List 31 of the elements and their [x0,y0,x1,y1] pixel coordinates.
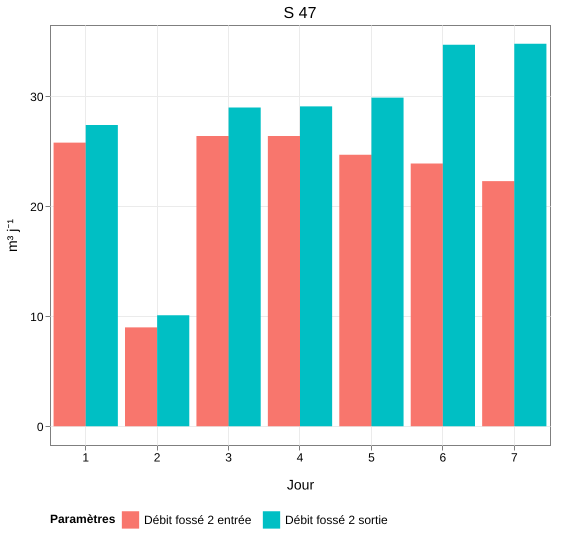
bar [482,181,514,426]
chart-title: S 47 [284,5,317,22]
bar [410,164,443,426]
x-tick-label: 1 [82,450,90,464]
y-tick-label: 20 [30,200,44,214]
legend-label: Débit fossé 2 sortie [285,512,388,527]
bar [86,125,118,426]
y-axis-title: m³ j⁻¹ [4,218,20,252]
y-tick-label: 0 [36,420,44,434]
bar [157,315,190,426]
x-axis-title: Jour [286,476,314,492]
bar [196,136,229,426]
x-tick-label: 6 [440,450,447,464]
bar [300,106,332,426]
bar [339,154,372,426]
bar [125,327,158,426]
legend-label: Débit fossé 2 entrée [144,512,252,527]
x-tick-label: 7 [510,450,518,464]
x-tick-label: 3 [225,450,232,464]
bar [268,136,300,426]
legend-title: Paramètres [50,512,116,526]
bar [514,44,546,426]
bar [54,142,86,426]
bar [442,44,475,426]
bar [371,98,404,426]
y-tick-label: 10 [30,310,44,324]
bar [228,107,261,426]
x-tick-label: 2 [154,450,161,464]
x-tick-label: 5 [368,450,376,464]
y-tick-label: 30 [30,90,44,104]
x-tick-label: 4 [296,450,304,464]
